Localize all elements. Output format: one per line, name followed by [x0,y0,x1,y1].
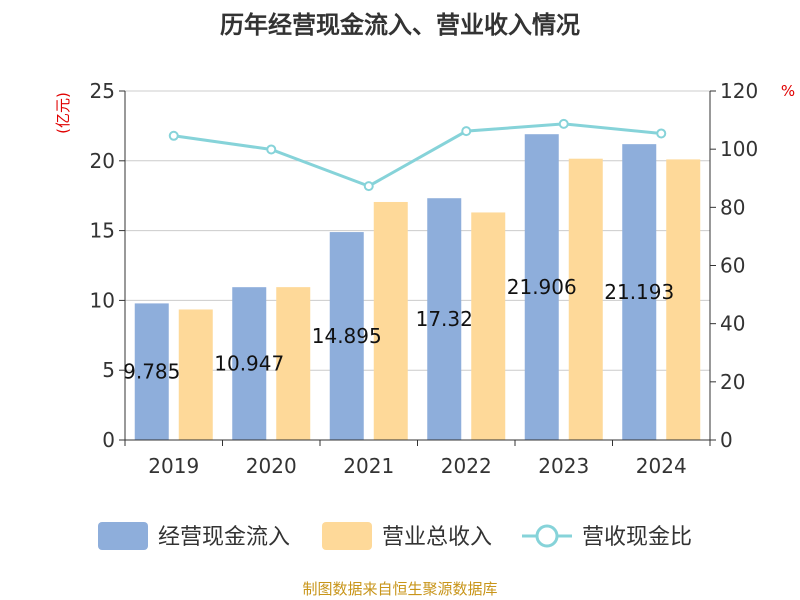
bar-cash-inflow [329,232,364,440]
data-labels: 9.785 10.947 14.895 17.32 21.906 21.193 [123,275,674,384]
bar-revenue [568,158,603,440]
ratio-point [558,118,569,129]
bar-cash-inflow [427,198,462,440]
right-tick-label: 60 [720,254,745,278]
data-label-cash-inflow: 17.32 [416,307,473,331]
bar-revenue [178,309,213,440]
ratio-line [168,118,667,192]
left-tick-label: 5 [102,358,115,382]
legend-swatch-cash-inflow [98,522,148,550]
x-tick-label: 2022 [441,454,492,478]
chart-title: 历年经营现金流入、营业收入情况 [220,11,580,39]
data-label-cash-inflow: 10.947 [214,352,284,376]
right-tick-label: 100 [720,137,758,161]
left-axis-unit: (亿元) [54,92,72,134]
bar-revenue [666,159,701,441]
bar-revenue [471,212,506,440]
right-tick-label: 120 [720,79,758,103]
x-tick-label: 2019 [148,454,199,478]
bar-cash-inflow [232,287,267,440]
data-label-cash-inflow: 21.193 [604,280,674,304]
ratio-point [266,144,277,155]
legend-marker-ratio [535,524,559,548]
bar-cash-inflow [134,303,169,440]
legend-label-revenue: 营业总收入 [382,525,492,550]
left-tick-label: 25 [90,79,115,103]
bar-cash-inflow [622,144,657,440]
bar-cash-inflow [524,134,559,440]
data-label-cash-inflow: 21.906 [507,275,577,299]
ratio-polyline [173,122,662,188]
left-tick-label: 0 [102,428,115,452]
bars [134,134,701,441]
x-tick-label: 2024 [636,454,687,478]
x-tick-label: 2020 [246,454,297,478]
source-note: 制图数据来自恒生聚源数据库 [302,580,497,598]
left-tick-label: 15 [90,219,115,243]
gridlines [125,90,710,371]
axes: 0 5 10 15 20 25 0 20 40 60 80 100 120 2019 2020 2021 202… [90,79,759,478]
legend-label-cash-inflow: 经营现金流入 [158,525,290,550]
bar-revenue [276,287,311,440]
legend: 经营现金流入 营业总收入 营收现金比 [98,522,692,550]
ratio-point [363,181,374,192]
legend-label-ratio: 营收现金比 [582,525,692,550]
data-label-cash-inflow: 14.895 [312,324,382,348]
ratio-point [168,130,179,141]
ratio-point [656,128,667,139]
bar-revenue [373,201,408,440]
x-tick-label: 2021 [343,454,394,478]
x-tick-label: 2023 [538,454,589,478]
right-tick-label: 80 [720,195,745,219]
left-tick-label: 10 [90,288,115,312]
right-tick-label: 20 [720,370,745,394]
left-tick-label: 20 [90,149,115,173]
data-label-cash-inflow: 9.785 [123,360,180,384]
ratio-point [461,126,472,137]
right-axis-unit: % [781,82,795,100]
right-tick-label: 0 [720,428,733,452]
right-tick-label: 40 [720,312,745,336]
legend-swatch-revenue [322,522,372,550]
